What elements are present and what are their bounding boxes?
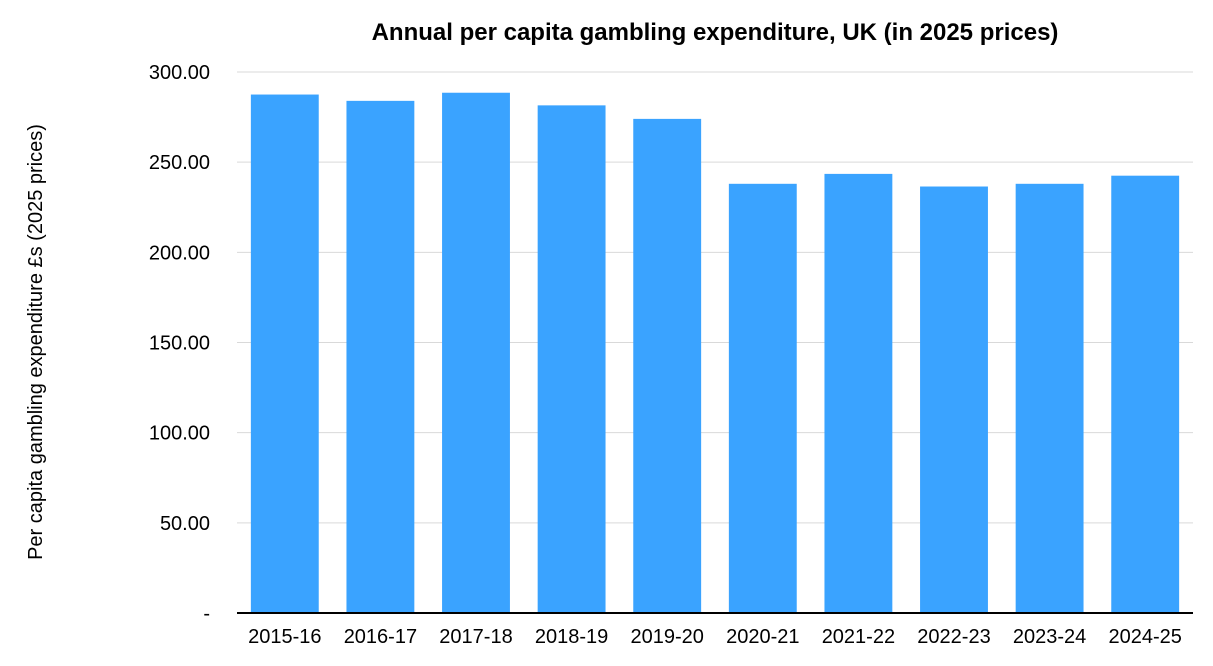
x-tick-label: 2016-17 [344, 626, 417, 648]
y-tick-label: 150.00 [149, 333, 210, 355]
bar-2024-25 [1111, 175, 1180, 614]
bar-2019-20 [633, 118, 702, 614]
x-tick-label: 2020-21 [726, 626, 799, 648]
x-axis-ticks: 2015-16 2016-17 2017-18 2018-19 2019-20 2020-… [248, 626, 1182, 648]
bar-2015-16 [250, 94, 319, 613]
bar-2022-23 [920, 186, 988, 614]
bar-2018-19 [537, 105, 606, 613]
bar-2021-22 [824, 173, 893, 613]
x-tick-label: 2018-19 [535, 626, 608, 648]
x-tick-label: 2023-24 [1013, 626, 1086, 648]
chart-title: Annual per capita gambling expenditure, … [372, 19, 1059, 46]
y-tick-label: - [203, 603, 210, 625]
x-tick-label: 2021-22 [822, 626, 895, 648]
x-tick-label: 2024-25 [1108, 626, 1181, 648]
y-axis-ticks: - 50.00 100.00 150.00 200.00 250.00 300.00 [149, 62, 210, 625]
bar-2017-18 [442, 92, 510, 613]
bar-2023-24 [1015, 183, 1084, 613]
x-tick-label: 2019-20 [630, 626, 703, 648]
y-axis-label: Per capita gambling expenditure £s (2025… [25, 124, 47, 560]
y-tick-label: 100.00 [149, 423, 210, 445]
bars [250, 92, 1180, 614]
bar-2020-21 [728, 183, 797, 613]
x-tick-label: 2015-16 [248, 626, 321, 648]
bar-2016-17 [346, 100, 415, 613]
y-tick-label: 200.00 [149, 242, 210, 264]
x-tick-label: 2022-23 [917, 626, 990, 648]
y-tick-label: 250.00 [149, 152, 210, 174]
y-tick-label: 50.00 [160, 513, 210, 535]
y-tick-label: 300.00 [149, 62, 210, 84]
x-tick-label: 2017-18 [439, 626, 512, 648]
